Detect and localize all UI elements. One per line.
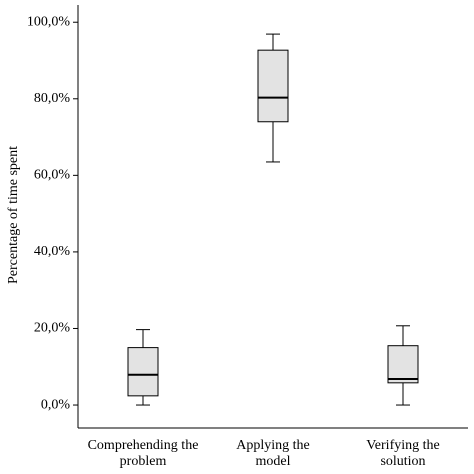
x-tick-label: Verifying the: [366, 438, 439, 453]
y-tick-label: 40,0%: [34, 244, 71, 259]
y-tick-label: 100,0%: [27, 14, 71, 29]
y-tick-label: 80,0%: [34, 91, 71, 106]
x-tick-label: Comprehending the: [88, 438, 199, 453]
y-tick-label: 20,0%: [34, 321, 71, 336]
box: [257, 49, 289, 123]
x-tick-label: model: [256, 454, 291, 469]
y-axis-label: Percentage of time spent: [6, 146, 21, 284]
x-tick-label: problem: [120, 454, 167, 469]
x-tick-label: solution: [380, 454, 425, 469]
x-tick-label: Applying the: [236, 438, 310, 453]
box: [127, 347, 159, 397]
y-tick-label: 0,0%: [41, 397, 71, 412]
y-tick-label: 60,0%: [34, 168, 71, 183]
box: [387, 345, 419, 384]
